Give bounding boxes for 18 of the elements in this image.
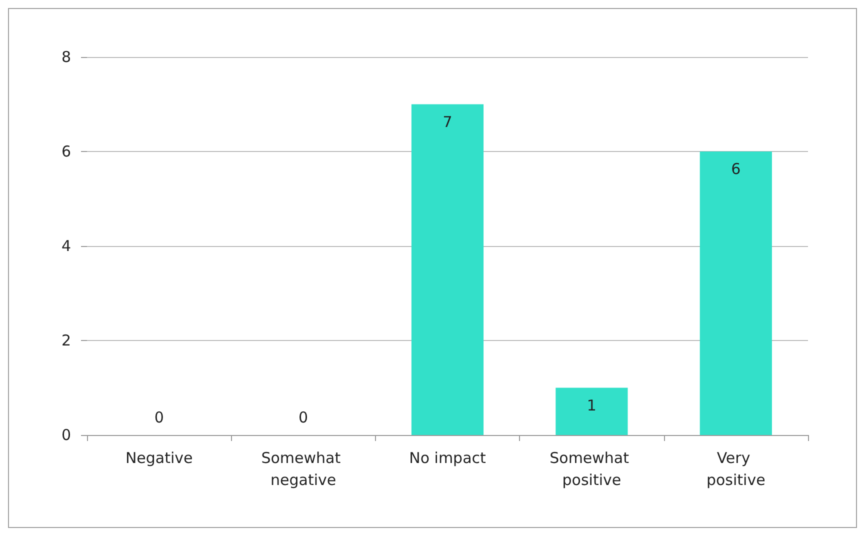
bar [700, 152, 772, 435]
data-label: 0 [154, 408, 164, 426]
x-tick-label: Negative [125, 449, 193, 467]
x-tick-label: Very positive [706, 449, 766, 489]
x-tick-label: Somewhat positive [550, 449, 634, 489]
bar [411, 104, 484, 435]
y-tick-label: 0 [61, 426, 71, 444]
y-tick-label: 2 [61, 332, 71, 350]
data-label: 1 [586, 396, 596, 414]
data-label: 7 [442, 112, 452, 131]
data-label: 6 [731, 160, 741, 178]
data-label: 0 [298, 408, 308, 426]
y-tick-label: 4 [61, 237, 71, 255]
bar [556, 388, 628, 435]
y-tick-label: 8 [61, 48, 71, 66]
x-tick-label: Somewhat negative [261, 449, 346, 489]
y-tick-label: 6 [61, 142, 71, 160]
x-tick-label: No impact [409, 449, 486, 467]
